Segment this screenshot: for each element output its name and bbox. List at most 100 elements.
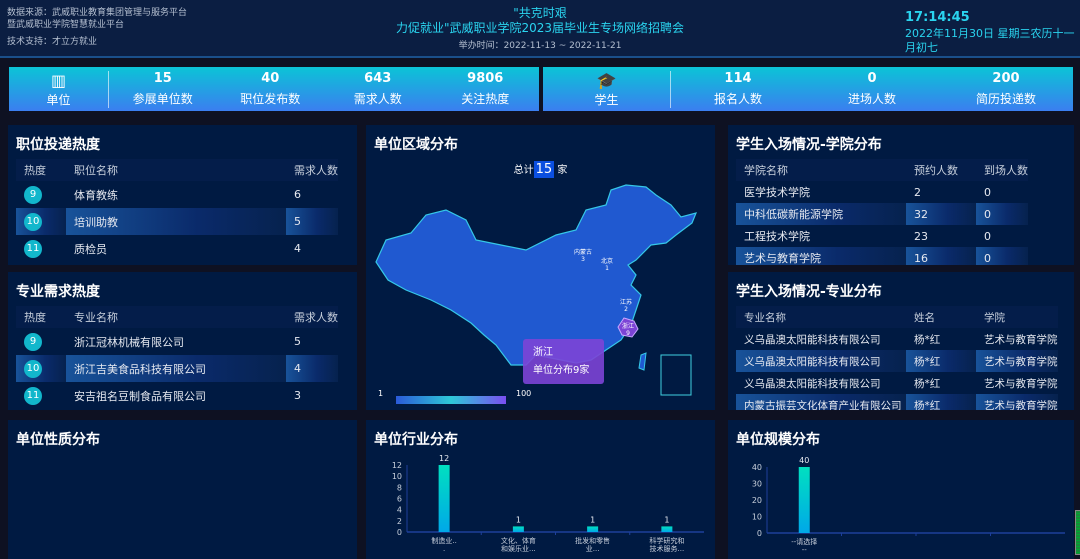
total-value: 15 [533, 161, 555, 178]
cell: 艺术与教育学院 [976, 394, 1058, 410]
panel-title: 学生入场情况-专业分布 [736, 284, 882, 300]
table-row[interactable]: 义乌晶澳太阳能科技有限公司 杨*红 艺术与教育学院 [736, 372, 1058, 394]
medal-icon: 10 [24, 359, 42, 378]
stat-value: 643 [364, 71, 392, 86]
label-name: 内蒙古 [574, 249, 593, 256]
table-row[interactable]: 9 体育教练 6 [16, 181, 338, 208]
student-stat-header: 🎓 学生 [543, 70, 671, 108]
table-row[interactable]: 义乌晶澳太阳能科技有限公司 杨*红 艺术与教育学院 [736, 328, 1058, 350]
table-row[interactable]: 工程技术学院 23 0 [736, 225, 1028, 247]
label-name: 江苏 [620, 299, 633, 306]
table-row[interactable]: 11 质检员 4 [16, 235, 338, 262]
panel-title: 单位行业分布 [374, 432, 458, 448]
cell: 艺术与教育学院 [984, 333, 1058, 346]
stat-value: 40 [261, 71, 280, 86]
stat-item: 643 需求人数 [324, 71, 432, 107]
cell: 艺术与教育学院 [976, 350, 1058, 372]
job-heat-panel: 职位投递热度 热度 职位名称 需求人数 9 体育教练 6 10 培训助教 5 11 质检员 4 [8, 125, 357, 265]
college-table: 学院名称 预约人数 到场人数 医学技术学院 2 0 中科低碳新能源学院 32 0 工程技术学… [736, 159, 1028, 265]
bar-label: 1 [664, 515, 669, 524]
zhejiang-region [617, 317, 639, 338]
stat-item: 200 简历投递数 [939, 71, 1073, 107]
tooltip-name: 浙江 [533, 347, 553, 358]
label-name: 浙江 [622, 323, 635, 330]
panel-title: 学生入场情况-学院分布 [736, 137, 882, 153]
major-heat-panel: 专业需求热度 热度 专业名称 需求人数 9 浙江冠林机械有限公司 5 10 浙江吉美食品科… [8, 272, 357, 410]
job-count: 4 [294, 242, 301, 255]
china-map[interactable] [366, 125, 715, 410]
stat-label: 简历投递数 [975, 92, 1036, 106]
cell: 艺术与教育学院 [736, 247, 906, 265]
map-label: 内蒙古 3 [574, 247, 592, 263]
stat-label: 进场人数 [847, 92, 896, 106]
nature-panel: 单位性质分布 [8, 420, 357, 559]
medal-icon: 11 [24, 386, 42, 405]
col-header: 职位名称 [66, 159, 286, 181]
bar [798, 467, 810, 533]
col-header: 需求人数 [286, 159, 338, 181]
y-tick-label: 20 [752, 496, 762, 505]
x-tick-label: -- [802, 546, 808, 554]
cell: 0 [976, 203, 1028, 225]
table-row[interactable]: 义乌晶澳太阳能科技有限公司 杨*红 艺术与教育学院 [736, 350, 1058, 372]
map-label: 北京 1 [601, 256, 613, 272]
cell: 工程技术学院 [744, 230, 810, 243]
col-header: 专业名称 [736, 306, 906, 328]
bar [438, 465, 450, 532]
x-tick-label: 科学研究和 [649, 536, 684, 545]
x-tick-label: 业... [586, 544, 600, 553]
cell: 义乌晶澳太阳能科技有限公司 [736, 350, 906, 372]
stat-label: 需求人数 [353, 92, 402, 106]
label-value: 9 [626, 330, 630, 337]
y-tick-label: 6 [397, 495, 402, 504]
bar-label: 12 [439, 454, 449, 463]
y-tick-label: 4 [397, 506, 402, 515]
y-tick-label: 0 [757, 529, 762, 538]
table-row[interactable]: 艺术与教育学院 16 0 [736, 247, 1028, 265]
major-count: 4 [286, 355, 338, 382]
legend-min: 1 [378, 389, 384, 398]
table-row[interactable]: 中科低碳新能源学院 32 0 [736, 203, 1028, 225]
legend-gradient[interactable] [396, 396, 506, 404]
data-source: 数据来源：武威职业教育集团管理与服务平台暨武威职业学院智慧就业平台 技术支持：才立… [7, 7, 187, 48]
graduation-cap-icon: 🎓 [596, 70, 617, 90]
label-value: 1 [605, 265, 609, 272]
china-land [375, 184, 698, 366]
stat-item: 15 参展单位数 [109, 71, 217, 107]
cell: 16 [906, 247, 976, 265]
y-tick-label: 10 [392, 472, 402, 481]
job-name: 质检员 [74, 242, 107, 256]
stat-label: 职位发布数 [240, 92, 301, 106]
cell: 义乌晶澳太阳能科技有限公司 [744, 333, 881, 346]
cell: 内蒙古振芸文化体育产业有限公司 [736, 394, 906, 410]
panel-title: 单位性质分布 [16, 432, 100, 448]
side-widget[interactable] [1075, 510, 1080, 555]
stat-label: 参展单位数 [132, 92, 193, 106]
medal-icon: 9 [24, 185, 42, 204]
label-value: 2 [624, 306, 628, 313]
x-tick-label: . [443, 545, 445, 553]
major-dist-panel: 学生入场情况-专业分布 专业名称 姓名 学院 义乌晶澳太阳能科技有限公司 杨*红 艺术与… [728, 272, 1074, 410]
stat-item: 9806 关注热度 [432, 71, 540, 107]
table-row[interactable]: 11 安吉祖名豆制食品有限公司 3 [16, 382, 338, 409]
stat-item: 114 报名人数 [671, 71, 805, 107]
cell: 杨*红 [906, 350, 976, 372]
label-name: 北京 [601, 258, 614, 265]
x-tick-label: 文化、体育 [501, 536, 536, 545]
col-header: 到场人数 [976, 159, 1028, 181]
table-row[interactable]: 9 浙江冠林机械有限公司 5 [16, 328, 338, 355]
clock-date: 2022年11月30日 星期三农历十一月初七 [905, 27, 1075, 54]
table-row[interactable]: 10 浙江吉美食品科技有限公司 4 [16, 355, 338, 382]
y-tick-label: 30 [752, 480, 762, 489]
stat-value: 200 [992, 71, 1020, 86]
unit-stats: ▥ 单位 15 参展单位数 40 职位发布数 643 需求人数 9806 关注热度 [8, 66, 540, 112]
table-row[interactable]: 10 培训助教 5 [16, 208, 338, 235]
table-row[interactable]: 内蒙古振芸文化体育产业有限公司 杨*红 艺术与教育学院 [736, 394, 1058, 410]
y-tick-label: 40 [752, 463, 762, 472]
stat-item: 0 进场人数 [805, 71, 939, 107]
major-heat-table: 热度 专业名称 需求人数 9 浙江冠林机械有限公司 5 10 浙江吉美食品科技有限公司 4 … [16, 306, 338, 409]
table-row[interactable]: 医学技术学院 2 0 [736, 181, 1028, 203]
unit-stat-header: ▥ 单位 [9, 70, 109, 108]
cell: 0 [984, 229, 991, 243]
clock-time: 17:14:45 [905, 10, 970, 25]
